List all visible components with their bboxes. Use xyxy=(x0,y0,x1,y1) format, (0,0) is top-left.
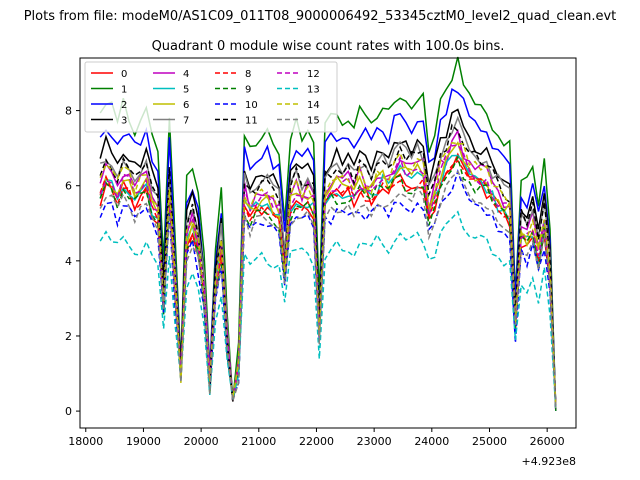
y-tick-label: 0 xyxy=(65,405,72,418)
y-tick-label: 4 xyxy=(65,255,72,268)
legend-label-module-0: 0 xyxy=(121,69,127,80)
legend-label-module-2: 2 xyxy=(121,100,127,111)
series-line-module-14 xyxy=(99,141,557,408)
legend-label-module-14: 14 xyxy=(307,100,320,111)
series-line-module-12 xyxy=(99,144,557,409)
plot-frame xyxy=(79,57,577,429)
legend-label-module-9: 9 xyxy=(245,85,251,96)
y-tick-label: 6 xyxy=(65,180,72,193)
legend-label-module-7: 7 xyxy=(183,116,189,127)
legend-box xyxy=(84,61,338,133)
legend-label-module-4: 4 xyxy=(183,69,189,80)
legend-label-module-8: 8 xyxy=(245,69,251,80)
chart-title: Quadrant 0 module wise count rates with … xyxy=(152,39,505,54)
x-tick-label: 20000 xyxy=(184,435,219,448)
legend-label-module-3: 3 xyxy=(121,116,127,127)
legend-label-module-10: 10 xyxy=(245,100,258,111)
x-tick-label: 21000 xyxy=(241,435,276,448)
x-tick-label: 22000 xyxy=(299,435,334,448)
y-axis: 0 2 4 6 8 xyxy=(65,105,80,418)
x-tick-label: 24000 xyxy=(414,435,449,448)
figure-suptitle: Plots from file: modeM0/AS1C09_011T08_90… xyxy=(24,9,617,24)
legend-label-module-12: 12 xyxy=(307,69,320,80)
y-tick-label: 2 xyxy=(65,330,72,343)
legend-label-module-11: 11 xyxy=(245,116,258,127)
legend-label-module-15: 15 xyxy=(307,116,320,127)
legend-label-module-13: 13 xyxy=(307,85,320,96)
x-tick-label: 18000 xyxy=(68,435,103,448)
y-tick-label: 8 xyxy=(65,105,72,118)
series-line-module-15 xyxy=(99,170,557,410)
legend-label-module-5: 5 xyxy=(183,85,189,96)
x-tick-label: 23000 xyxy=(357,435,392,448)
legend-label-module-1: 1 xyxy=(121,85,127,96)
x-tick-label: 19000 xyxy=(126,435,161,448)
x-tick-label: 26000 xyxy=(530,435,565,448)
x-axis: 18000 19000 20000 21000 22000 23000 24000 25000… xyxy=(68,428,565,448)
x-tick-label: 25000 xyxy=(472,435,507,448)
x-offset-text: +4.923e8 xyxy=(522,455,576,468)
legend-label-module-6: 6 xyxy=(183,100,189,111)
